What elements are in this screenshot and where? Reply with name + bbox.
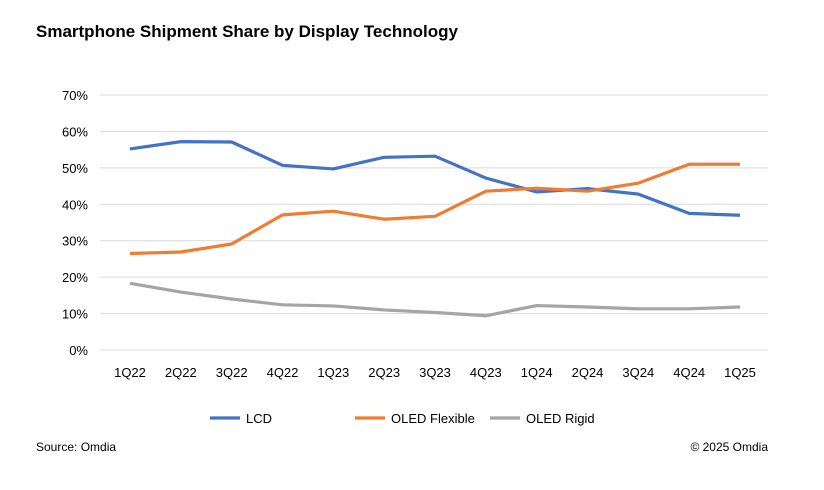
y-tick-label: 0% [69,343,88,358]
x-tick-label: 3Q23 [419,365,451,380]
legend-label: OLED Rigid [526,411,595,426]
x-tick-label: 4Q24 [673,365,705,380]
x-tick-label: 4Q22 [267,365,299,380]
y-tick-label: 10% [62,307,88,322]
x-tick-label: 3Q22 [216,365,248,380]
x-tick-label: 1Q25 [724,365,756,380]
x-tick-label: 1Q24 [521,365,553,380]
chart-title: Smartphone Shipment Share by Display Tec… [36,22,458,41]
x-tick-label: 1Q23 [317,365,349,380]
x-tick-label: 3Q24 [622,365,654,380]
y-tick-label: 50% [62,161,88,176]
y-tick-label: 20% [62,270,88,285]
x-tick-label: 2Q23 [368,365,400,380]
copyright-note: © 2025 Omdia [690,440,768,454]
y-tick-label: 70% [62,88,88,103]
series-line-oled-flexible [129,162,740,256]
y-tick-label: 40% [62,197,88,212]
x-tick-label: 1Q22 [114,365,146,380]
x-tick-label: 2Q22 [165,365,197,380]
x-tick-label: 4Q23 [470,365,502,380]
legend-label: OLED Flexible [391,411,475,426]
y-tick-label: 30% [62,234,88,249]
legend-label: LCD [246,411,272,426]
series-line-oled-rigid [129,281,741,318]
x-tick-label: 2Q24 [572,365,604,380]
source-note: Source: Omdia [36,440,117,454]
y-tick-label: 60% [62,124,88,139]
